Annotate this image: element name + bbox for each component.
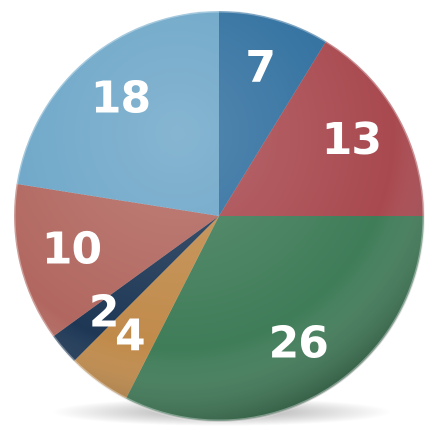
value-label: 13 xyxy=(322,114,381,165)
value-label: 7 xyxy=(245,42,275,93)
value-label: 2 xyxy=(89,287,119,338)
value-label: 10 xyxy=(42,223,101,274)
rim xyxy=(12,9,426,423)
value-label: 26 xyxy=(269,317,328,368)
value-label: 4 xyxy=(115,311,145,362)
labels: 7 13 26 42 10 18 xyxy=(42,42,382,368)
value-label: 18 xyxy=(91,73,150,124)
pie xyxy=(14,11,424,421)
